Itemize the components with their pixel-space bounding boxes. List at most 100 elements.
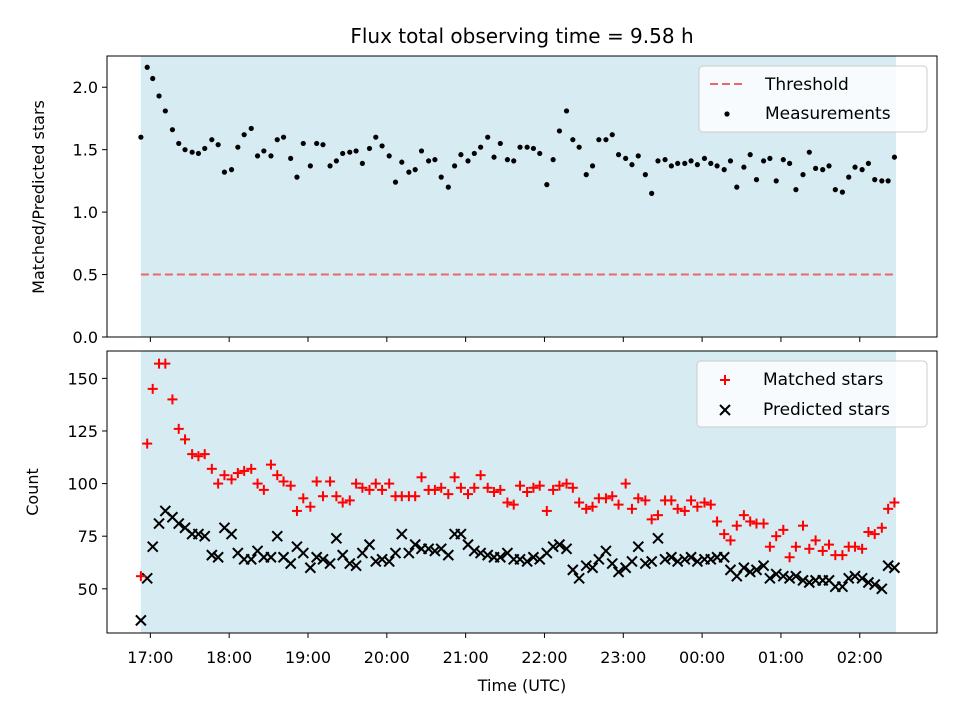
measurement-point	[688, 158, 694, 164]
predicted-point-b	[691, 555, 704, 568]
predicted-point	[639, 557, 652, 570]
matched-point	[344, 495, 355, 506]
measurement-point	[497, 140, 503, 147]
matched-point	[646, 514, 657, 525]
bottom-y-tick-label: 50	[78, 580, 98, 599]
predicted-point	[685, 551, 697, 563]
measurement-point	[635, 153, 641, 159]
matched-point	[824, 539, 835, 550]
matched-point	[771, 531, 782, 542]
predicted-point-b	[277, 551, 290, 563]
measurement-point	[176, 140, 182, 147]
predicted-point-b	[750, 564, 763, 576]
matched-point	[160, 358, 171, 369]
matched-point	[502, 497, 513, 508]
matched-point	[889, 497, 900, 508]
measurement-point	[169, 127, 176, 133]
measurement-point	[767, 155, 773, 162]
measurement-point	[615, 152, 622, 158]
predicted-point	[363, 538, 376, 551]
matched-point	[142, 438, 153, 449]
predicted-point-b	[179, 522, 191, 534]
predicted-point	[324, 557, 336, 570]
predicted-point	[442, 549, 455, 561]
matched-point	[278, 476, 289, 487]
measurement-point	[452, 163, 458, 169]
matched-point	[778, 524, 789, 535]
predicted-point-b	[435, 543, 447, 555]
predicted-point	[521, 555, 533, 568]
predicted-point-b	[612, 566, 625, 578]
bottom-x-tick-label: 21:00	[443, 648, 489, 667]
predicted-point-b	[135, 614, 147, 627]
predicted-point	[600, 545, 612, 557]
predicted-point	[862, 576, 875, 589]
bottom-x-tick-label: 02:00	[837, 648, 883, 667]
measurement-point	[839, 189, 846, 195]
measurement-point	[491, 154, 497, 160]
measurement-point	[478, 144, 484, 150]
matched-point	[252, 478, 263, 489]
matched-point	[443, 489, 454, 500]
predicted-point-b	[724, 564, 737, 576]
predicted-point	[705, 553, 717, 566]
predicted-point	[797, 574, 809, 587]
predicted-point-b	[580, 559, 592, 572]
predicted-point	[350, 559, 362, 572]
matched-point	[804, 543, 815, 554]
measurement-point	[215, 142, 221, 148]
predicted-point	[671, 555, 684, 568]
measurement-point	[813, 165, 819, 171]
legend-measurements-label: Measurements	[765, 104, 891, 124]
measurement-point	[556, 128, 563, 134]
predicted-point-b	[862, 576, 875, 589]
predicted-point-b	[797, 574, 809, 587]
predicted-point	[422, 543, 435, 555]
predicted-point-b	[685, 551, 697, 563]
measurement-point	[189, 149, 195, 155]
predicted-point-b	[225, 528, 238, 540]
predicted-point	[403, 547, 415, 559]
matched-point	[199, 449, 210, 460]
matched-point	[640, 495, 651, 506]
predicted-point-b	[560, 543, 573, 555]
predicted-point	[389, 547, 402, 559]
measurement-point	[550, 157, 556, 163]
predicted-point	[153, 517, 165, 530]
predicted-point	[586, 562, 599, 574]
matched-point	[692, 501, 703, 512]
predicted-point-b	[383, 555, 395, 568]
bottom-x-tick-label: 19:00	[285, 648, 331, 667]
predicted-point	[777, 570, 790, 582]
measurement-point	[642, 172, 648, 178]
matched-point	[626, 503, 637, 514]
measurement-point	[714, 163, 720, 169]
matched-point	[857, 543, 868, 554]
predicted-point-b	[336, 549, 349, 561]
predicted-point	[297, 547, 309, 559]
predicted-point	[482, 549, 494, 561]
matched-point	[147, 383, 158, 394]
legend-measurements-swatch	[724, 111, 730, 117]
measurement-point	[865, 160, 872, 167]
predicted-point-b	[370, 555, 382, 568]
measurement-point	[662, 157, 668, 163]
predicted-point	[455, 528, 467, 540]
predicted-point	[632, 541, 644, 553]
predicted-point	[783, 572, 796, 584]
predicted-point	[396, 528, 408, 540]
measurement-point	[872, 177, 878, 183]
predicted-point	[304, 562, 317, 574]
predicted-point-b	[659, 553, 671, 566]
predicted-point	[843, 572, 855, 584]
bottom-legend: Matched stars Predicted stars	[696, 360, 928, 428]
matched-point	[764, 541, 775, 552]
top-legend: Threshold Measurements	[698, 65, 928, 133]
measurement-point	[623, 155, 629, 162]
predicted-point-b	[836, 580, 849, 593]
matched-point	[666, 495, 677, 506]
predicted-point	[560, 543, 573, 555]
measurement-point	[327, 163, 333, 169]
matched-point	[784, 552, 795, 563]
